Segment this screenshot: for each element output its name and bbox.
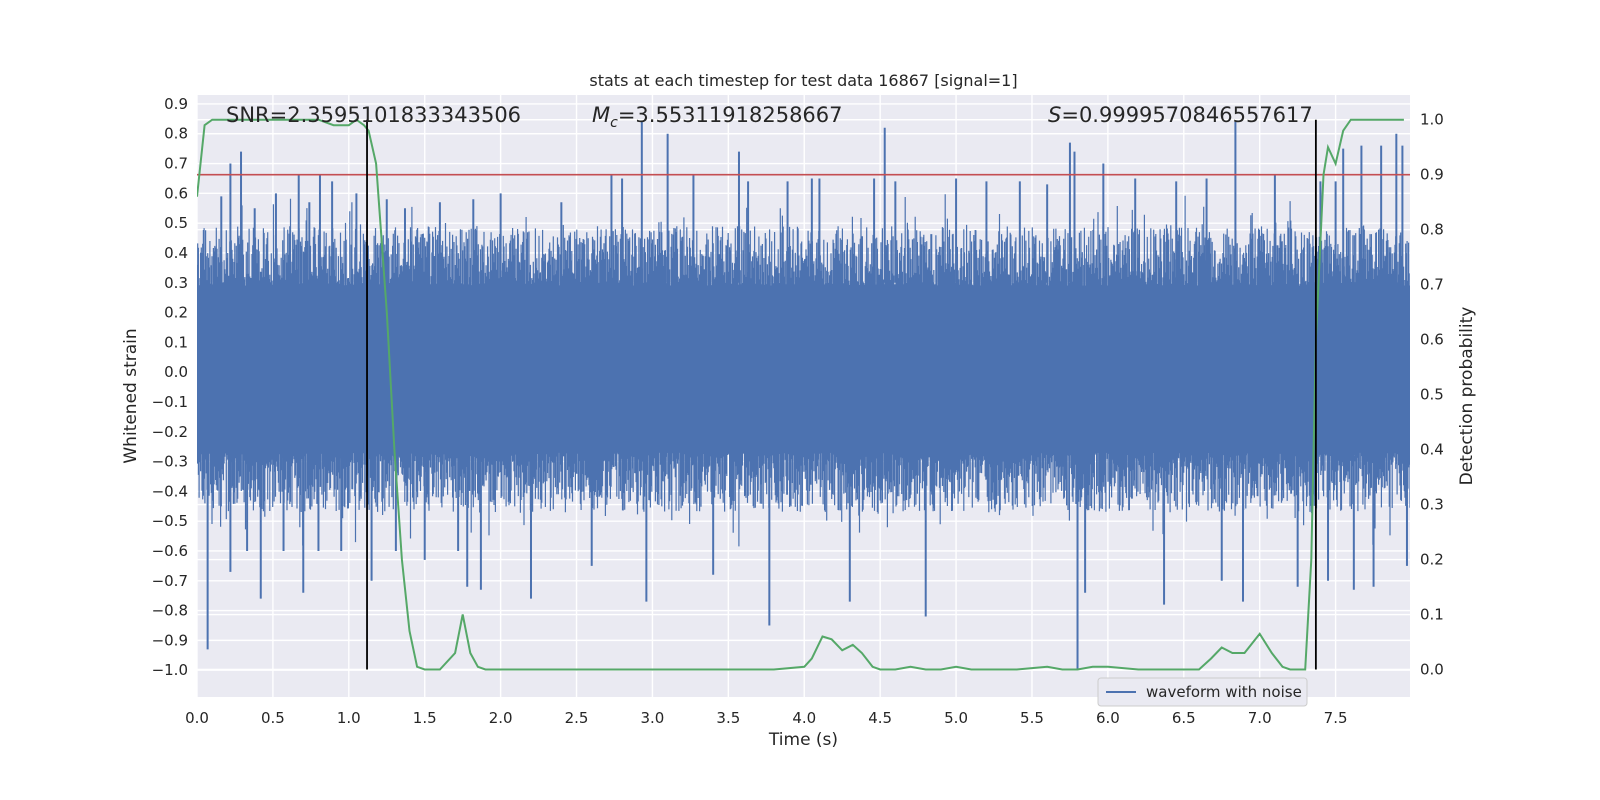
x-tick-label: 3.0 — [641, 709, 665, 727]
score-annotation: S=0.9999570846557617 — [1048, 103, 1313, 127]
y2-tick-label: 0.5 — [1420, 386, 1444, 404]
y2-tick-label: 0.0 — [1420, 661, 1444, 679]
y-tick-label: 0.0 — [164, 363, 188, 381]
x-tick-label: 5.5 — [1020, 709, 1044, 727]
x-tick-label: 2.0 — [489, 709, 513, 727]
x-tick-label: 4.5 — [868, 709, 892, 727]
y-tick-label: 0.4 — [164, 244, 188, 262]
y2-axis-label: Detection probability — [1457, 307, 1477, 486]
x-tick-label: 5.0 — [944, 709, 968, 727]
y-tick-label: 0.9 — [164, 95, 188, 113]
x-tick-label: 7.0 — [1248, 709, 1272, 727]
chirp-mass-annotation: Mc=3.55311918258667 — [592, 103, 843, 131]
snr-annotation: SNR=2.3595101833343506 — [226, 103, 521, 127]
waveform-line — [197, 194, 1410, 547]
y-tick-label: −0.5 — [152, 512, 188, 530]
legend-box — [1097, 677, 1308, 707]
y2-tick-label: 1.0 — [1420, 111, 1444, 129]
y-tick-label: −0.2 — [152, 423, 188, 441]
legend: waveform with noise — [1097, 677, 1308, 707]
y-tick-label: −0.4 — [152, 482, 188, 500]
y2-tick-label: 0.4 — [1420, 441, 1444, 459]
detection-probability-line — [197, 118, 1404, 671]
y2-tick-label: 0.7 — [1420, 276, 1444, 294]
x-tick-label: 3.5 — [716, 709, 740, 727]
x-tick-label: 0.0 — [185, 709, 209, 727]
x-tick-label: 6.5 — [1172, 709, 1196, 727]
mc-value: =3.55311918258667 — [618, 103, 843, 127]
y-tick-label: 0.6 — [164, 184, 188, 202]
chart-title: stats at each timestep for test data 168… — [589, 71, 1017, 90]
legend-label-waveform: waveform with noise — [1146, 683, 1302, 701]
x-axis-label: Time (s) — [768, 730, 838, 750]
y-tick-label: 0.2 — [164, 304, 188, 322]
y-axis-label: Whitened strain — [121, 328, 141, 463]
x-tick-label: 1.0 — [337, 709, 361, 727]
y-tick-label: 0.5 — [164, 214, 188, 232]
y2-tick-label: 0.3 — [1420, 496, 1444, 514]
overlay-lines — [197, 118, 1410, 671]
s-value: =0.9999570846557617 — [1061, 103, 1312, 127]
x-tick-label: 6.0 — [1096, 709, 1120, 727]
mc-subscript: c — [610, 115, 618, 131]
y-tick-label: −0.1 — [152, 393, 188, 411]
y-tick-label: −0.6 — [152, 542, 188, 560]
y-tick-label: −1.0 — [152, 661, 188, 679]
waveform-series — [197, 121, 1410, 671]
x-tick-label: 4.0 — [792, 709, 816, 727]
y-tick-label: −0.9 — [152, 631, 188, 649]
y-tick-label: −0.8 — [152, 602, 188, 620]
y-tick-label: −0.3 — [152, 453, 188, 471]
x-tick-label: 2.5 — [565, 709, 589, 727]
y2-tick-label: 0.9 — [1420, 166, 1444, 184]
y-tick-label: 0.8 — [164, 125, 188, 143]
y-tick-label: 0.1 — [164, 333, 188, 351]
y-tick-label: −0.7 — [152, 572, 188, 590]
y2-tick-label: 0.8 — [1420, 221, 1444, 239]
x-tick-label: 1.5 — [413, 709, 437, 727]
x-tick-label: 0.5 — [261, 709, 285, 727]
tick-labels: 0.0 0.5 1.0 1.5 2.0 2.5 3.0 3.5 4.0 4.5 5.0 5.5 6.0 6… — [152, 95, 1444, 727]
y-tick-label: 0.7 — [164, 155, 188, 173]
y2-tick-label: 0.2 — [1420, 551, 1444, 569]
mc-symbol: M — [592, 103, 610, 127]
y2-tick-label: 0.1 — [1420, 606, 1444, 624]
y2-tick-label: 0.6 — [1420, 331, 1444, 349]
s-symbol: S — [1048, 103, 1061, 127]
x-tick-label: 7.5 — [1324, 709, 1348, 727]
y-tick-label: 0.3 — [164, 274, 188, 292]
